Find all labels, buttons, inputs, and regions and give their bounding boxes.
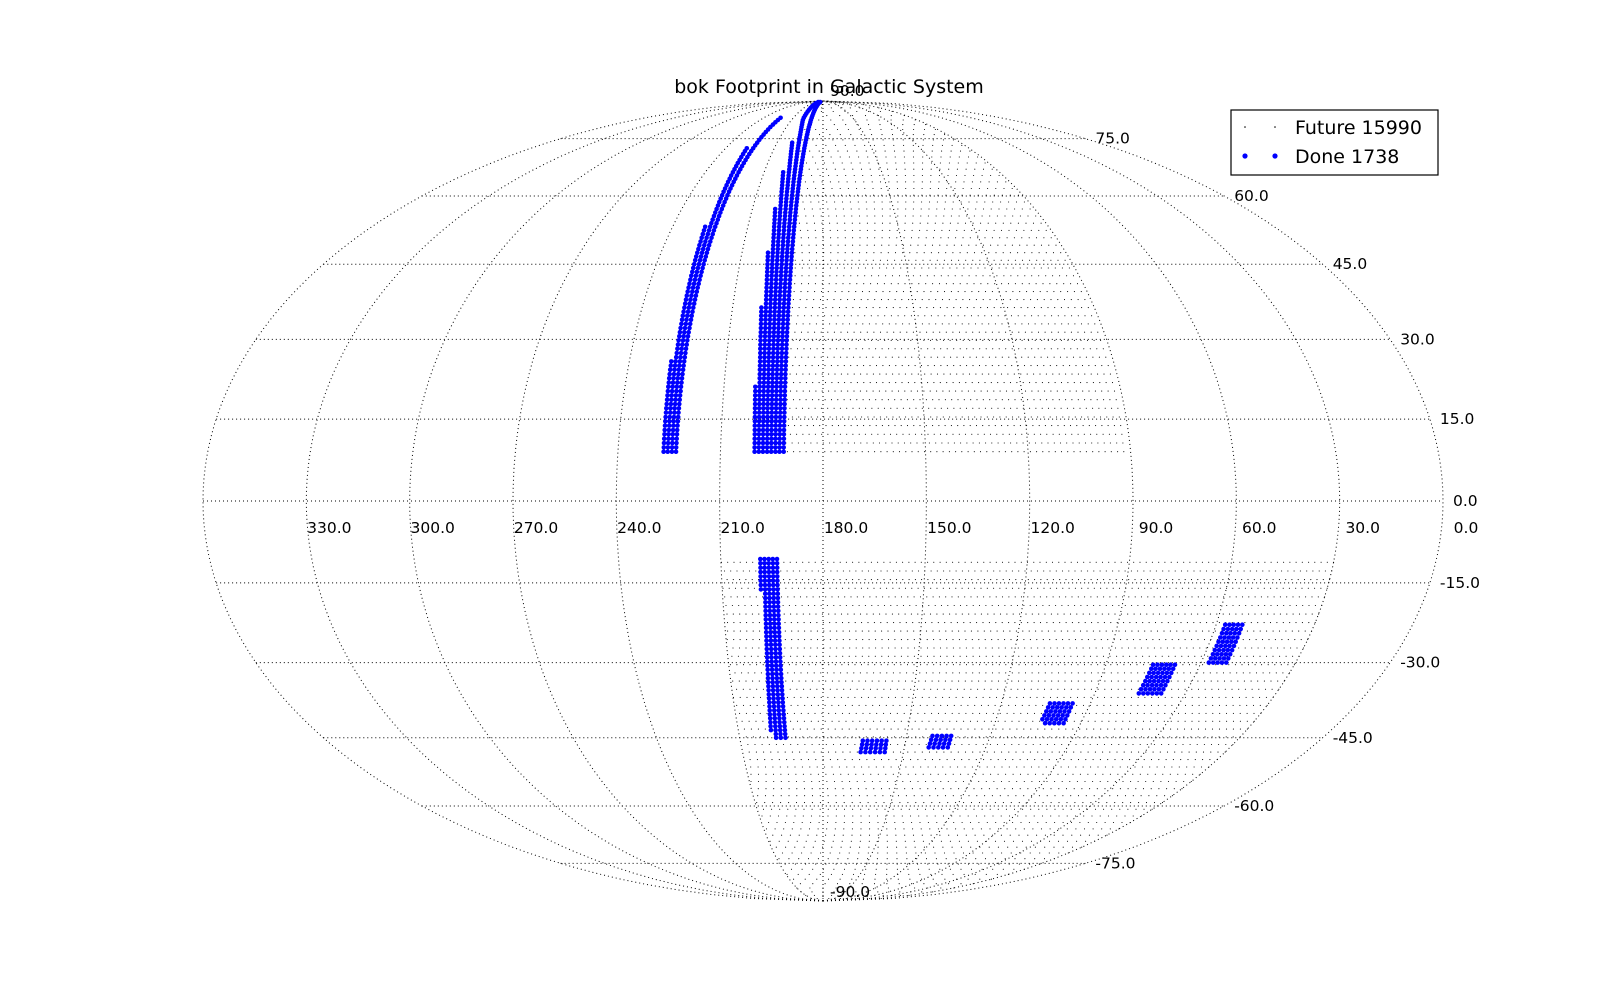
future-region-1 [720,561,1335,900]
lon-tick-label: 270.0 [514,519,558,537]
lon-tick-label: 30.0 [1345,519,1380,537]
meridian-line-330 [305,100,824,902]
lat-tick-label: 15.0 [1440,410,1475,428]
lat-tick-label: -15.0 [1440,574,1480,592]
legend-done-label: Done 1738 [1295,146,1399,168]
legend-done-marker [1242,153,1278,159]
lon-tick-label: 300.0 [411,519,455,537]
done-band-1 [752,99,823,455]
lat-tick-label: 75.0 [1095,130,1130,148]
lat-tick-label: 90.0 [830,82,865,100]
future-region-0 [772,101,1125,453]
lon-tick-label: 210.0 [721,519,765,537]
done-band-7 [1206,622,1245,665]
lon-tick-label: 90.0 [1139,519,1174,537]
lat-tick-label: 60.0 [1234,187,1269,205]
lat-tick-label: 0.0 [1453,492,1478,510]
lon-tick-label: 0.0 [1454,519,1479,537]
done-band-2 [758,556,788,741]
done-band-0 [661,115,783,455]
chart-title: bok Footprint in Galactic System [674,76,984,98]
lon-tick-label: 240.0 [617,519,661,537]
meridian-line-30 [822,100,1341,902]
meridian-line-120 [822,100,1031,902]
done-points-series [661,99,1245,755]
lon-tick-label: 180.0 [824,519,868,537]
meridian-line-90 [822,100,1134,902]
done-band-6 [1136,662,1178,696]
meridian-line-240 [615,100,824,902]
done-band-4 [926,733,954,750]
latitude-tick-labels: 90.0 75.0 60.0 45.0 30.0 15.0 0.0 -15.0 -30.0 -45… [830,82,1480,901]
lon-tick-label: 120.0 [1031,519,1075,537]
lat-tick-label: -45.0 [1333,729,1373,747]
meridian-line-300 [409,100,824,902]
legend-box [1230,109,1439,176]
lon-tick-label: 60.0 [1242,519,1277,537]
lat-tick-label: -75.0 [1095,854,1135,872]
lat-tick-label: -90.0 [830,883,870,901]
lat-tick-label: 30.0 [1400,330,1435,348]
legend-future-label: Future 15990 [1295,117,1422,139]
meridian-line-0 [822,100,1444,902]
meridian-line-150 [822,100,927,902]
lat-tick-label: 45.0 [1333,255,1368,273]
longitude-tick-labels: 330.0 300.0 270.0 240.0 210.0 180.0 150.0 120.0… [307,519,1478,537]
lon-tick-label: 150.0 [927,519,971,537]
graticule-grid [202,100,1444,902]
done-band-5 [1040,701,1075,726]
lon-tick-label: 330.0 [307,519,351,537]
done-band-3 [858,738,889,755]
lat-tick-label: -60.0 [1234,797,1274,815]
legend-future-marker [1244,126,1276,128]
future-points-series [720,101,1335,900]
legend: Future 15990 Done 1738 [1230,109,1439,176]
lat-tick-label: -30.0 [1400,654,1440,672]
